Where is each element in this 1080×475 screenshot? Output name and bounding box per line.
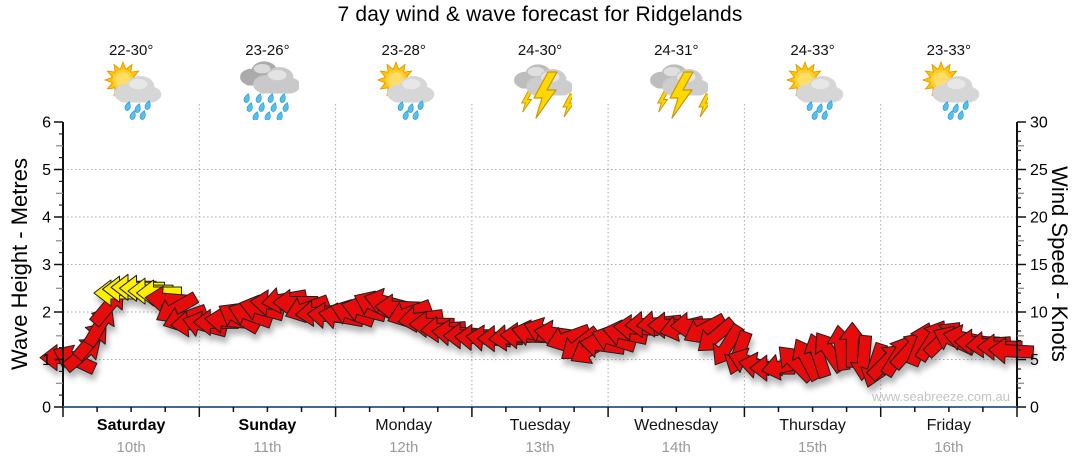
day-header: 23-26°: [212, 42, 322, 125]
temperature-range: 22-30°: [108, 42, 154, 59]
day-date: 14th: [661, 439, 691, 456]
day-header: 24-33°: [758, 42, 868, 125]
temperature-range: 23-28°: [381, 42, 426, 59]
sun-cloud-rain-icon: [917, 60, 981, 120]
left-axis-tick-label: 5: [42, 162, 51, 179]
left-axis-tick-label: 0: [42, 400, 51, 417]
day-axis-label: Wednesday 14th: [611, 417, 741, 456]
wind-arrows: [39, 273, 1035, 388]
day-header: 23-28°: [349, 42, 459, 125]
day-axis-label: Friday 16th: [884, 417, 1014, 456]
left-axis-label: Wave Height - Metres: [7, 158, 32, 370]
day-date: 12th: [389, 439, 419, 456]
wind-arrow: [987, 337, 1035, 365]
day-date: 11th: [253, 439, 282, 456]
storm-icon: [508, 60, 576, 120]
day-name: Sunday: [238, 417, 297, 434]
day-header: 23-33°: [894, 42, 1004, 125]
page-title: 7 day wind & wave forecast for Ridgeland…: [337, 3, 743, 26]
day-axis-label: Thursday 15th: [748, 417, 878, 456]
left-axis-tick-label: 4: [42, 210, 51, 227]
temperature-range: 24-30°: [517, 42, 563, 59]
temperature-range: 23-26°: [245, 42, 290, 59]
sun-cloud-rain-icon: [372, 60, 436, 120]
day-header: 24-30°: [485, 42, 595, 125]
watermark: www.seabreeze.com.au: [871, 389, 1010, 404]
right-axis-label: Wind Speed - Knots: [1047, 166, 1072, 362]
day-header: 22-30°: [76, 42, 186, 125]
right-axis-tick-label: 5: [1030, 352, 1039, 369]
day-axis-label: Monday 12th: [339, 417, 469, 456]
day-axis-label: Tuesday 13th: [475, 417, 605, 456]
day-axis-label: Saturday 10th: [66, 417, 196, 456]
day-date: 15th: [797, 439, 828, 456]
day-date: 10th: [116, 439, 146, 456]
temperature-range: 24-33°: [790, 42, 835, 59]
temperature-range: 23-33°: [926, 42, 972, 59]
left-axis-tick-label: 2: [42, 305, 51, 322]
day-axis-label: Sunday 11th: [202, 417, 332, 456]
day-name: Monday: [375, 417, 433, 434]
day-date: 13th: [525, 439, 555, 456]
day-header: 24-31°: [621, 42, 731, 125]
left-axis-tick-label: 3: [42, 257, 51, 274]
right-axis-tick-label: 10: [1030, 305, 1048, 322]
storm-icon: [644, 60, 712, 120]
right-axis-tick-label: 15: [1030, 257, 1048, 274]
day-date: 16th: [934, 439, 964, 456]
sun-cloud-rain-icon: [99, 60, 163, 120]
right-axis-tick-label: 0: [1030, 400, 1039, 417]
right-axis-tick-label: 25: [1030, 162, 1048, 179]
rain-icon: [235, 60, 301, 121]
day-name: Wednesday: [634, 417, 719, 434]
right-axis-tick-label: 20: [1030, 210, 1048, 227]
day-name: Saturday: [96, 417, 166, 434]
day-name: Thursday: [779, 417, 846, 434]
day-name: Friday: [926, 417, 972, 434]
sun-cloud-rain-icon: [781, 60, 845, 120]
temperature-range: 24-31°: [654, 42, 699, 59]
left-axis-tick-label: 6: [42, 115, 51, 132]
right-axis-tick-label: 30: [1030, 115, 1048, 132]
day-name: Tuesday: [509, 417, 571, 434]
left-axis-tick-label: 1: [42, 352, 51, 369]
